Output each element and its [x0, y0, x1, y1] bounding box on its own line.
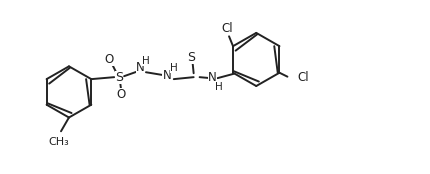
Text: O: O: [117, 88, 126, 101]
Text: Cl: Cl: [221, 22, 233, 35]
Text: H: H: [142, 56, 150, 66]
Text: O: O: [104, 53, 114, 66]
Text: N: N: [208, 71, 217, 84]
Text: S: S: [115, 71, 123, 84]
Text: H: H: [215, 82, 222, 92]
Text: CH₃: CH₃: [49, 137, 69, 147]
Text: N: N: [163, 69, 171, 82]
Text: H: H: [170, 63, 178, 73]
Text: Cl: Cl: [298, 71, 309, 84]
Text: S: S: [187, 51, 195, 64]
Text: N: N: [135, 61, 144, 74]
